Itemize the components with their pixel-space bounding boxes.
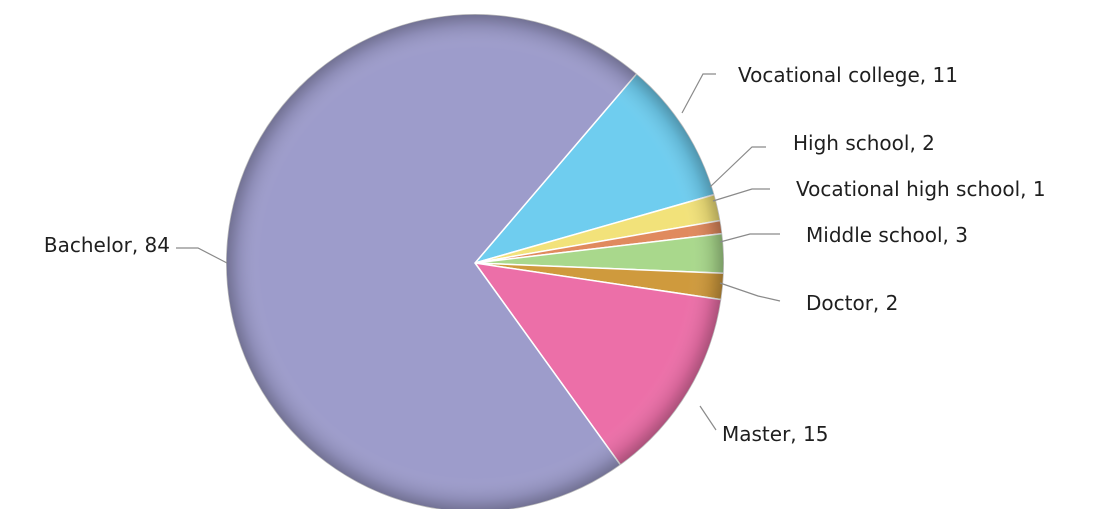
pie-slices — [225, 13, 725, 513]
data-label-doctor: Doctor, 2 — [806, 291, 898, 315]
data-label-middle-school: Middle school, 3 — [806, 223, 968, 247]
leader-line-bachelor — [176, 247, 228, 264]
leader-line-doctor — [719, 282, 781, 302]
leader-lines — [176, 73, 781, 431]
data-labels: Vocational college, 11 High school, 2 Voca… — [44, 63, 1046, 446]
data-label-master: Master, 15 — [722, 422, 828, 446]
data-label-vocational-high-school: Vocational high school, 1 — [796, 177, 1046, 201]
data-label-vocational-college: Vocational college, 11 — [738, 63, 958, 87]
leader-line-vocational-college — [681, 73, 716, 114]
data-label-bachelor: Bachelor, 84 — [44, 233, 170, 257]
data-label-high-school: High school, 2 — [793, 131, 935, 155]
leader-line-high-school — [709, 146, 766, 188]
leader-line-vocational-high-school — [712, 188, 770, 202]
leader-line-middle-school — [719, 233, 780, 243]
leader-line-master — [699, 405, 717, 431]
